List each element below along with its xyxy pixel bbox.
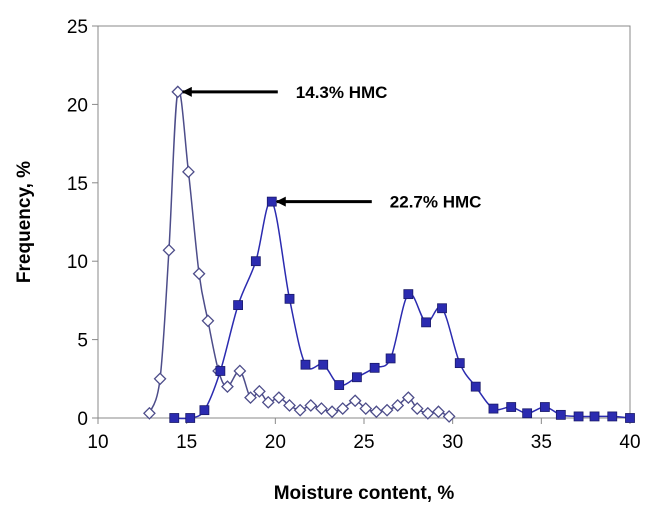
- data-point: [539, 402, 550, 412]
- data-point: [221, 380, 234, 394]
- x-tick-label: 40: [619, 432, 640, 453]
- data-point: [192, 267, 206, 281]
- data-point: [369, 362, 380, 373]
- data-point: [143, 406, 156, 420]
- data-point: [169, 413, 180, 423]
- data-point: [315, 402, 328, 416]
- data-point: [359, 402, 373, 416]
- data-point: [293, 403, 307, 417]
- data-point: [261, 395, 275, 409]
- data-point: [153, 372, 167, 386]
- data-point: [250, 256, 261, 267]
- data-point: [233, 364, 247, 378]
- data-point: [421, 406, 435, 420]
- data-point: [300, 359, 311, 370]
- x-tick-label: 35: [531, 432, 552, 453]
- data-point: [304, 399, 318, 412]
- data-point: [352, 372, 362, 383]
- series-layer: [143, 85, 635, 423]
- y-axis-ticks: 0 5 10 15 20 25: [67, 17, 98, 430]
- x-axis-ticks: 10 15 20 25 30 35 40: [87, 418, 641, 453]
- y-tick-label: 20: [67, 95, 88, 116]
- data-point: [488, 403, 499, 414]
- x-tick-label: 20: [265, 432, 286, 453]
- data-point: [284, 293, 295, 304]
- data-point: [334, 380, 345, 390]
- data-point: [201, 314, 215, 328]
- data-point: [215, 366, 226, 376]
- data-point: [589, 411, 600, 422]
- data-point: [442, 410, 456, 423]
- x-tick-label: 15: [176, 432, 197, 453]
- data-point: [432, 405, 445, 419]
- data-point: [607, 411, 618, 422]
- y-axis-label: Frequency, %: [14, 161, 35, 283]
- series-2: [169, 196, 635, 423]
- y-tick-label: 10: [67, 252, 88, 273]
- data-point: [401, 391, 415, 405]
- data-point: [454, 358, 465, 369]
- x-tick-label: 10: [87, 432, 108, 453]
- data-point: [380, 403, 394, 417]
- data-point: [266, 196, 277, 207]
- x-tick-label: 25: [353, 432, 374, 453]
- data-point: [283, 399, 296, 412]
- data-point: [272, 391, 286, 405]
- data-point: [555, 409, 566, 420]
- data-point: [336, 402, 350, 416]
- data-point: [421, 317, 431, 328]
- y-tick-label: 0: [77, 409, 88, 430]
- data-point: [244, 391, 257, 405]
- data-point: [625, 413, 635, 423]
- data-point: [325, 405, 339, 419]
- data-point: [171, 85, 185, 99]
- data-point: [403, 289, 414, 300]
- x-tick-label: 30: [442, 432, 463, 453]
- data-point: [470, 381, 481, 392]
- data-point: [233, 300, 243, 311]
- data-point: [391, 399, 405, 412]
- y-tick-label: 15: [67, 174, 88, 195]
- data-point: [385, 353, 396, 364]
- data-point: [573, 411, 584, 422]
- y-tick-label: 25: [67, 17, 88, 38]
- y-tick-label: 5: [77, 331, 88, 352]
- annotation-label: 14.3% HMC: [296, 83, 388, 102]
- annotation-label: 22.7% HMC: [390, 193, 482, 212]
- annotation-layer: 14.3% HMC 22.7% HMC: [181, 83, 482, 212]
- data-point: [185, 413, 196, 423]
- data-point: [318, 359, 329, 370]
- data-point: [410, 402, 424, 416]
- data-point: [369, 405, 383, 419]
- data-point: [182, 165, 195, 179]
- series-line: [174, 200, 631, 420]
- data-point: [522, 408, 533, 419]
- data-point: [437, 303, 447, 314]
- data-point: [199, 405, 210, 416]
- data-point: [162, 243, 176, 257]
- data-point: [506, 402, 517, 412]
- data-point: [348, 394, 362, 408]
- data-point: [252, 384, 266, 398]
- x-axis-label: Moisture content, %: [274, 483, 455, 504]
